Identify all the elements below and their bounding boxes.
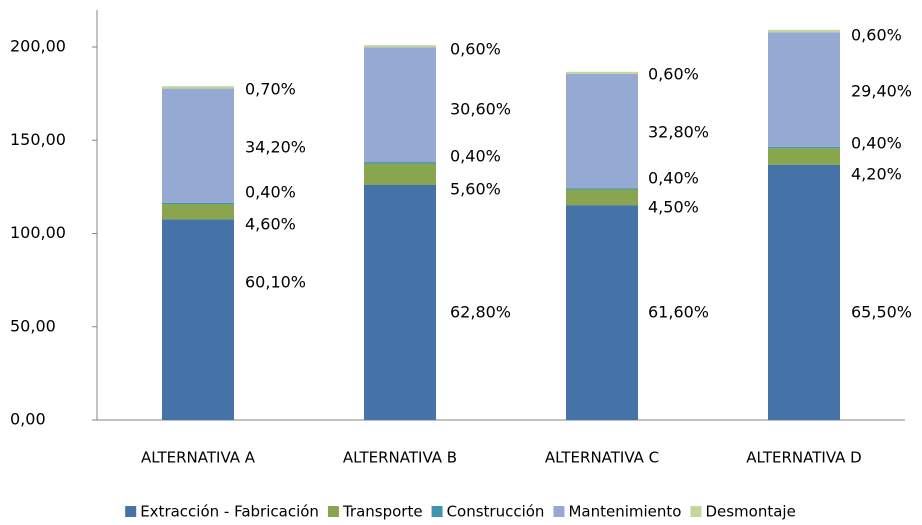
bar-segment <box>364 163 436 185</box>
data-label: 0,40% <box>648 169 699 188</box>
bar-segment <box>162 88 234 203</box>
data-label: 4,20% <box>851 165 902 184</box>
bar-segment <box>162 204 234 220</box>
bar-segment <box>162 202 234 205</box>
data-label: 0,40% <box>245 183 296 202</box>
bar-segment <box>566 205 638 420</box>
y-tick-label: 50,00 <box>10 316 56 335</box>
legend-swatch <box>125 506 137 517</box>
bar-segment <box>768 146 840 149</box>
y-tick-label: 0,00 <box>10 410 46 429</box>
data-label: 32,80% <box>648 123 709 142</box>
x-tick-label: ALTERNATIVA C <box>545 449 659 467</box>
bar-segment <box>364 47 436 163</box>
bar-segment <box>566 189 638 206</box>
x-tick-label: ALTERNATIVA B <box>343 449 457 467</box>
data-label: 0,40% <box>450 147 501 166</box>
legend-label: Mantenimiento <box>568 503 681 521</box>
y-tick-label: 100,00 <box>10 223 66 242</box>
bar-segment <box>768 148 840 165</box>
bar-segment <box>768 164 840 420</box>
bar-segment <box>364 45 436 48</box>
data-label: 0,40% <box>851 134 902 153</box>
data-label: 5,60% <box>450 180 501 199</box>
legend-label: Transporte <box>342 503 423 521</box>
data-label: 0,60% <box>851 26 902 45</box>
data-label: 4,50% <box>648 198 699 217</box>
data-label: 65,50% <box>851 303 912 322</box>
bar-segment <box>566 71 638 74</box>
legend-swatch <box>327 506 339 517</box>
legend: Extracción - Fabricación Transporte Constr… <box>125 503 796 521</box>
data-label: 61,60% <box>648 303 709 322</box>
bar-segment <box>162 86 234 89</box>
bar-segment <box>768 29 840 33</box>
legend-swatch <box>690 506 702 517</box>
data-label: 0,70% <box>245 80 296 99</box>
y-tick-label: 200,00 <box>10 37 66 56</box>
legend-label: Extracción - Fabricación <box>140 503 319 521</box>
bar-segment <box>768 32 840 147</box>
legend-swatch <box>431 506 443 517</box>
bar-segment <box>364 184 436 420</box>
bar-segment <box>162 219 234 420</box>
x-tick-label: ALTERNATIVA A <box>141 449 256 467</box>
legend-label: Construcción <box>447 503 545 521</box>
y-tick-label: 150,00 <box>10 130 66 149</box>
data-label: 34,20% <box>245 138 306 157</box>
bar-segment <box>566 73 638 189</box>
data-label: 4,60% <box>245 215 296 234</box>
data-label: 0,60% <box>450 40 501 59</box>
bar-segment <box>566 188 638 190</box>
legend-label: Desmontaje <box>705 503 795 521</box>
bar-segment <box>364 162 436 164</box>
data-label: 30,60% <box>450 100 511 119</box>
data-label: 29,40% <box>851 82 912 101</box>
data-label: 60,10% <box>245 273 306 292</box>
data-label: 0,60% <box>648 65 699 84</box>
legend-swatch <box>553 506 565 517</box>
data-label: 62,80% <box>450 303 511 322</box>
x-tick-label: ALTERNATIVA D <box>746 449 861 467</box>
